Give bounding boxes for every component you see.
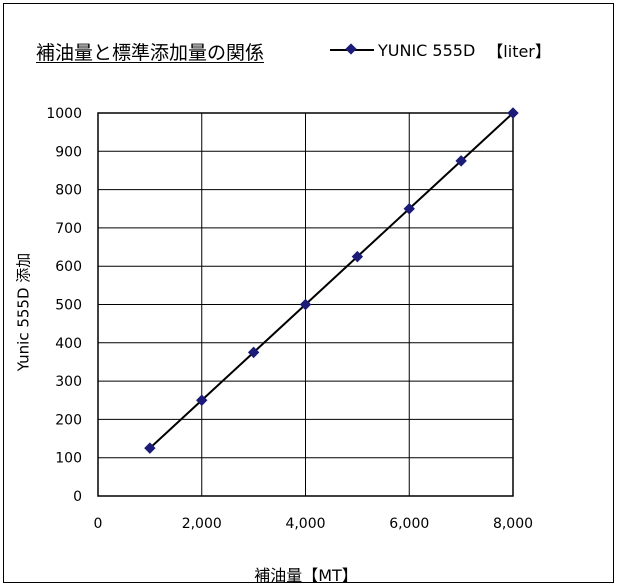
chart-frame — [3, 3, 614, 583]
x-tick-label: 8,000 — [493, 516, 533, 532]
data-point — [299, 298, 312, 311]
y-tick-label: 0 — [73, 489, 82, 505]
data-point — [455, 155, 467, 167]
x-tick-label: 2,000 — [182, 516, 222, 532]
y-tick-label: 500 — [55, 298, 82, 314]
legend: YUNIC 555D 【liter】 — [330, 38, 551, 62]
y-tick-label: 100 — [55, 451, 82, 467]
y-tick-label: 1000 — [46, 106, 82, 122]
chart-title: 補油量と標準添加量の関係 — [36, 42, 265, 64]
x-tick-label: 6,000 — [389, 516, 429, 532]
y-tick-label: 300 — [55, 374, 82, 390]
data-point — [403, 203, 415, 215]
x-tick-label: 0 — [94, 516, 103, 532]
x-axis-title: 補油量【MT】 — [254, 566, 358, 585]
y-tick-label: 800 — [55, 183, 82, 199]
data-point — [507, 107, 519, 119]
x-tick-label: 4,000 — [285, 516, 325, 532]
data-point — [351, 250, 364, 263]
data-point — [144, 442, 156, 454]
y-tick-label: 200 — [55, 412, 82, 428]
legend-unit-label: 【liter】 — [487, 42, 551, 61]
data-point — [196, 394, 208, 406]
legend-swatch — [330, 43, 374, 57]
data-point — [247, 346, 260, 359]
y-tick-label: 700 — [55, 221, 82, 237]
plot-border — [97, 112, 514, 497]
y-tick-label: 900 — [55, 144, 82, 160]
legend-series-name: YUNIC 555D — [378, 40, 476, 60]
y-tick-label: 400 — [55, 336, 82, 352]
series-line — [149, 112, 514, 449]
y-tick-label: 600 — [55, 259, 82, 275]
